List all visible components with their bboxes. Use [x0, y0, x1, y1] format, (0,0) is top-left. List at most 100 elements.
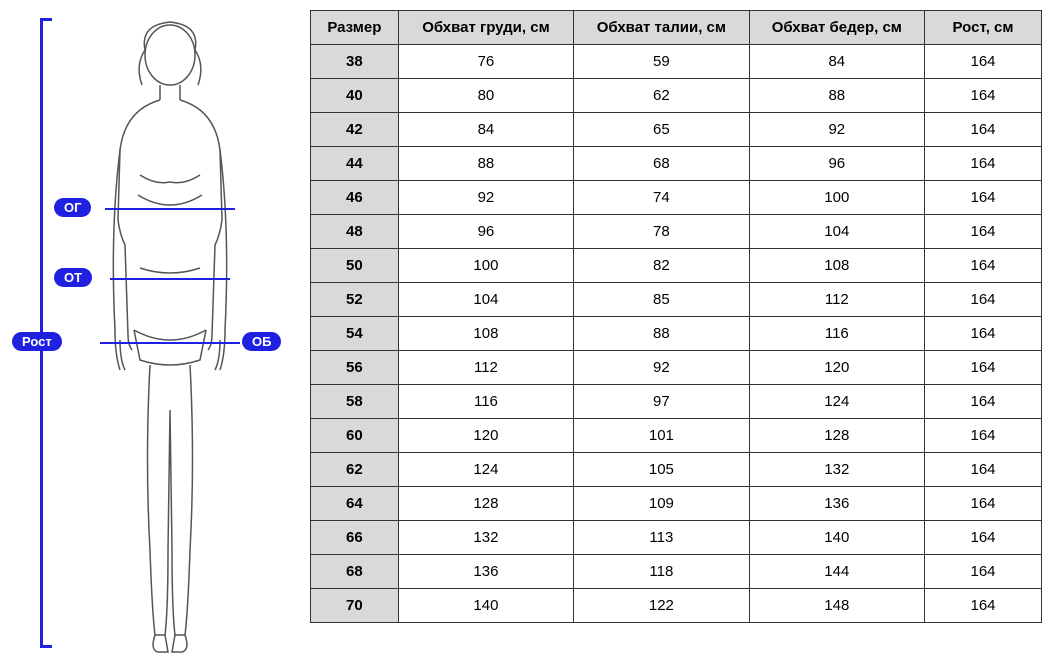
- value-cell: 164: [925, 181, 1042, 215]
- value-cell: 85: [574, 283, 749, 317]
- table-row: 5611292120164: [311, 351, 1042, 385]
- value-cell: 97: [574, 385, 749, 419]
- value-cell: 88: [398, 147, 573, 181]
- table-row: 5811697124164: [311, 385, 1042, 419]
- size-cell: 60: [311, 419, 399, 453]
- table-row: 62124105132164: [311, 453, 1042, 487]
- size-cell: 54: [311, 317, 399, 351]
- value-cell: 164: [925, 555, 1042, 589]
- size-cell: 42: [311, 113, 399, 147]
- value-cell: 164: [925, 79, 1042, 113]
- size-cell: 70: [311, 589, 399, 623]
- value-cell: 92: [749, 113, 924, 147]
- table-row: 60120101128164: [311, 419, 1042, 453]
- size-cell: 38: [311, 45, 399, 79]
- value-cell: 136: [749, 487, 924, 521]
- size-cell: 64: [311, 487, 399, 521]
- value-cell: 82: [574, 249, 749, 283]
- table-row: 66132113140164: [311, 521, 1042, 555]
- table-row: 5010082108164: [311, 249, 1042, 283]
- value-cell: 92: [398, 181, 573, 215]
- value-cell: 80: [398, 79, 573, 113]
- table-row: 489678104164: [311, 215, 1042, 249]
- value-cell: 128: [749, 419, 924, 453]
- size-cell: 40: [311, 79, 399, 113]
- column-header: Обхват талии, см: [574, 11, 749, 45]
- value-cell: 96: [749, 147, 924, 181]
- value-cell: 128: [398, 487, 573, 521]
- value-cell: 112: [398, 351, 573, 385]
- value-cell: 108: [749, 249, 924, 283]
- value-cell: 164: [925, 487, 1042, 521]
- value-cell: 105: [574, 453, 749, 487]
- value-cell: 74: [574, 181, 749, 215]
- value-cell: 140: [749, 521, 924, 555]
- value-cell: 104: [398, 283, 573, 317]
- value-cell: 100: [749, 181, 924, 215]
- table-row: 68136118144164: [311, 555, 1042, 589]
- value-cell: 136: [398, 555, 573, 589]
- value-cell: 120: [398, 419, 573, 453]
- value-cell: 122: [574, 589, 749, 623]
- column-header: Рост, см: [925, 11, 1042, 45]
- value-cell: 148: [749, 589, 924, 623]
- size-cell: 52: [311, 283, 399, 317]
- value-cell: 164: [925, 419, 1042, 453]
- size-cell: 56: [311, 351, 399, 385]
- value-cell: 112: [749, 283, 924, 317]
- size-cell: 66: [311, 521, 399, 555]
- column-header: Размер: [311, 11, 399, 45]
- female-figure-icon: [70, 10, 270, 658]
- size-cell: 50: [311, 249, 399, 283]
- value-cell: 101: [574, 419, 749, 453]
- table-row: 469274100164: [311, 181, 1042, 215]
- table-row: 5410888116164: [311, 317, 1042, 351]
- value-cell: 116: [398, 385, 573, 419]
- waist-line: [110, 278, 230, 280]
- height-badge: Рост: [12, 332, 62, 351]
- table-row: 44886896164: [311, 147, 1042, 181]
- value-cell: 62: [574, 79, 749, 113]
- value-cell: 92: [574, 351, 749, 385]
- value-cell: 164: [925, 589, 1042, 623]
- size-cell: 44: [311, 147, 399, 181]
- value-cell: 144: [749, 555, 924, 589]
- value-cell: 84: [749, 45, 924, 79]
- value-cell: 104: [749, 215, 924, 249]
- bust-badge: ОГ: [54, 198, 91, 217]
- value-cell: 100: [398, 249, 573, 283]
- value-cell: 164: [925, 521, 1042, 555]
- size-cell: 68: [311, 555, 399, 589]
- value-cell: 68: [574, 147, 749, 181]
- value-cell: 84: [398, 113, 573, 147]
- value-cell: 88: [574, 317, 749, 351]
- size-cell: 62: [311, 453, 399, 487]
- value-cell: 124: [749, 385, 924, 419]
- value-cell: 116: [749, 317, 924, 351]
- table-row: 38765984164: [311, 45, 1042, 79]
- size-table-panel: РазмерОбхват груди, смОбхват талии, смОб…: [310, 10, 1042, 658]
- value-cell: 164: [925, 45, 1042, 79]
- value-cell: 59: [574, 45, 749, 79]
- value-cell: 78: [574, 215, 749, 249]
- table-row: 40806288164: [311, 79, 1042, 113]
- hips-badge: ОБ: [242, 332, 281, 351]
- column-header: Обхват бедер, см: [749, 11, 924, 45]
- waist-badge: ОТ: [54, 268, 92, 287]
- value-cell: 164: [925, 453, 1042, 487]
- value-cell: 164: [925, 351, 1042, 385]
- value-cell: 164: [925, 147, 1042, 181]
- bust-line: [105, 208, 235, 210]
- body-diagram: ОГ ОТ ОБ Рост: [10, 10, 300, 658]
- value-cell: 96: [398, 215, 573, 249]
- value-cell: 164: [925, 249, 1042, 283]
- value-cell: 65: [574, 113, 749, 147]
- value-cell: 109: [574, 487, 749, 521]
- size-cell: 58: [311, 385, 399, 419]
- value-cell: 88: [749, 79, 924, 113]
- table-header-row: РазмерОбхват груди, смОбхват талии, смОб…: [311, 11, 1042, 45]
- table-row: 42846592164: [311, 113, 1042, 147]
- value-cell: 124: [398, 453, 573, 487]
- size-table: РазмерОбхват груди, смОбхват талии, смОб…: [310, 10, 1042, 623]
- value-cell: 132: [749, 453, 924, 487]
